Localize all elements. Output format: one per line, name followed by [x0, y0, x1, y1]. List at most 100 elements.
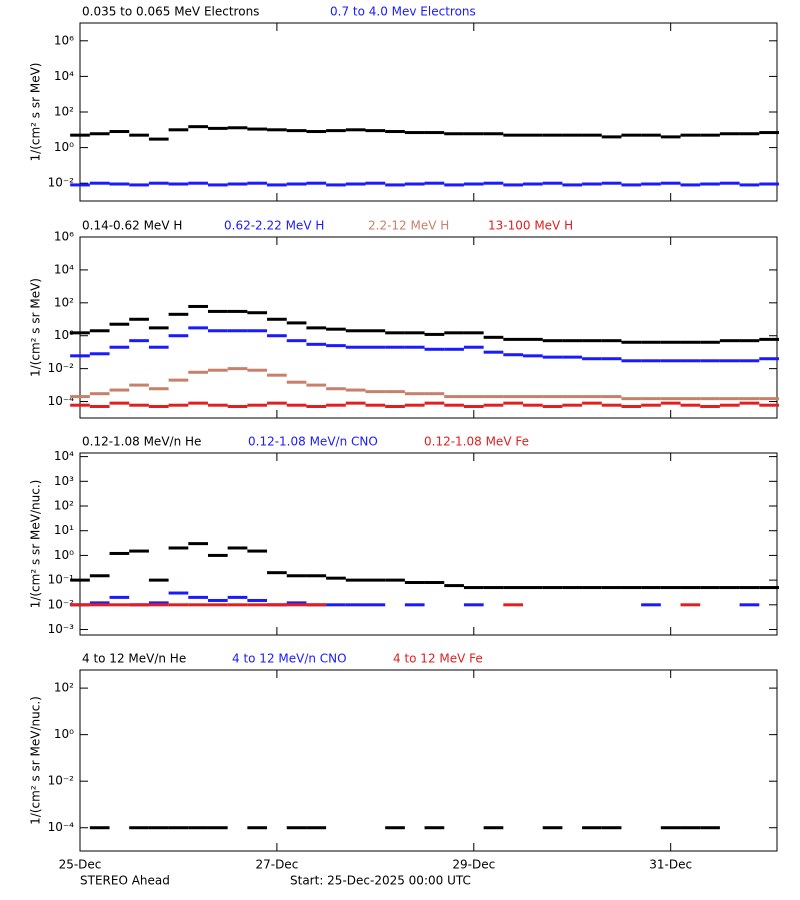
data-point — [424, 347, 445, 351]
data-point — [719, 339, 740, 343]
data-point — [483, 395, 504, 399]
data-point — [601, 181, 622, 185]
data-point — [483, 403, 504, 407]
data-point — [503, 337, 524, 341]
data-point — [207, 403, 228, 407]
data-point — [562, 395, 583, 399]
data-point — [582, 357, 602, 361]
data-point — [660, 181, 681, 185]
data-point — [70, 354, 90, 358]
y-tick-label: 10² — [54, 681, 74, 695]
data-point — [483, 586, 504, 590]
data-point — [680, 133, 701, 137]
data-point — [247, 598, 268, 602]
data-point — [109, 595, 130, 599]
data-point — [365, 345, 386, 349]
data-point — [385, 390, 405, 394]
data-point — [621, 404, 642, 408]
data-point — [385, 404, 405, 408]
data-point — [424, 392, 445, 396]
data-point — [660, 359, 681, 363]
y-tick-label: 10¹ — [54, 523, 74, 537]
data-point — [621, 586, 642, 590]
data-point — [306, 342, 327, 346]
data-point — [168, 378, 189, 382]
data-point — [148, 601, 169, 605]
data-point — [444, 132, 464, 136]
data-point — [739, 603, 760, 607]
data-point — [463, 404, 484, 408]
data-point — [463, 132, 484, 136]
data-point — [89, 601, 110, 605]
data-point — [542, 826, 563, 830]
y-tick-label: 10⁰ — [54, 727, 74, 741]
data-point — [365, 603, 386, 607]
data-point — [326, 576, 346, 580]
data-point — [129, 317, 149, 321]
data-point — [503, 603, 524, 607]
data-point — [286, 403, 307, 407]
data-point — [523, 395, 543, 399]
data-point — [306, 826, 327, 830]
legend-entry: 0.12-1.08 MeV/n He — [82, 435, 201, 449]
data-point — [109, 182, 130, 186]
plot-frame — [79, 452, 778, 636]
y-tick-label: 10³ — [54, 474, 74, 488]
data-point — [345, 603, 366, 607]
data-point — [759, 586, 779, 590]
data-point — [70, 578, 90, 582]
data-point — [70, 403, 90, 407]
data-point — [227, 546, 248, 550]
data-point — [523, 586, 543, 590]
data-point — [759, 182, 779, 186]
data-point — [326, 129, 346, 133]
data-point — [444, 395, 464, 399]
data-point — [601, 339, 622, 343]
data-point — [168, 128, 189, 132]
data-point — [207, 603, 228, 607]
data-point — [148, 404, 169, 408]
y-tick-label: 10⁴ — [54, 262, 74, 276]
data-point — [582, 586, 602, 590]
y-axis-label: 1/(cm² s sr MeV) — [29, 63, 43, 162]
data-point — [385, 826, 405, 830]
data-point — [168, 334, 189, 338]
data-point — [247, 329, 268, 333]
data-point — [207, 826, 228, 830]
start-label: Start: 25-Dec-2025 00:00 UTC — [290, 874, 471, 888]
data-point — [148, 345, 169, 349]
data-point — [148, 326, 169, 330]
data-point — [286, 601, 307, 605]
data-point — [759, 357, 779, 361]
data-point — [168, 312, 189, 316]
data-point — [247, 826, 268, 830]
data-point — [660, 340, 681, 344]
data-point — [345, 128, 366, 132]
data-point — [739, 132, 760, 136]
data-point — [89, 826, 110, 830]
y-tick-label: 10⁶ — [54, 33, 74, 47]
data-point — [188, 603, 208, 607]
data-point — [286, 339, 307, 343]
data-point — [739, 183, 760, 187]
data-point — [463, 331, 484, 335]
data-point — [542, 395, 563, 399]
data-point — [286, 603, 307, 607]
data-point — [188, 542, 208, 546]
data-point — [227, 309, 248, 313]
data-point — [621, 133, 642, 137]
data-point — [89, 132, 110, 136]
data-point — [680, 403, 701, 407]
data-point — [109, 551, 130, 555]
data-point — [227, 603, 248, 607]
data-point — [680, 603, 701, 607]
data-point — [286, 182, 307, 186]
data-point — [660, 826, 681, 830]
data-point — [719, 181, 740, 185]
data-point — [680, 397, 701, 401]
data-point — [345, 182, 366, 186]
data-point — [365, 129, 386, 133]
data-point — [188, 401, 208, 405]
data-point — [719, 403, 740, 407]
data-point — [207, 329, 228, 333]
